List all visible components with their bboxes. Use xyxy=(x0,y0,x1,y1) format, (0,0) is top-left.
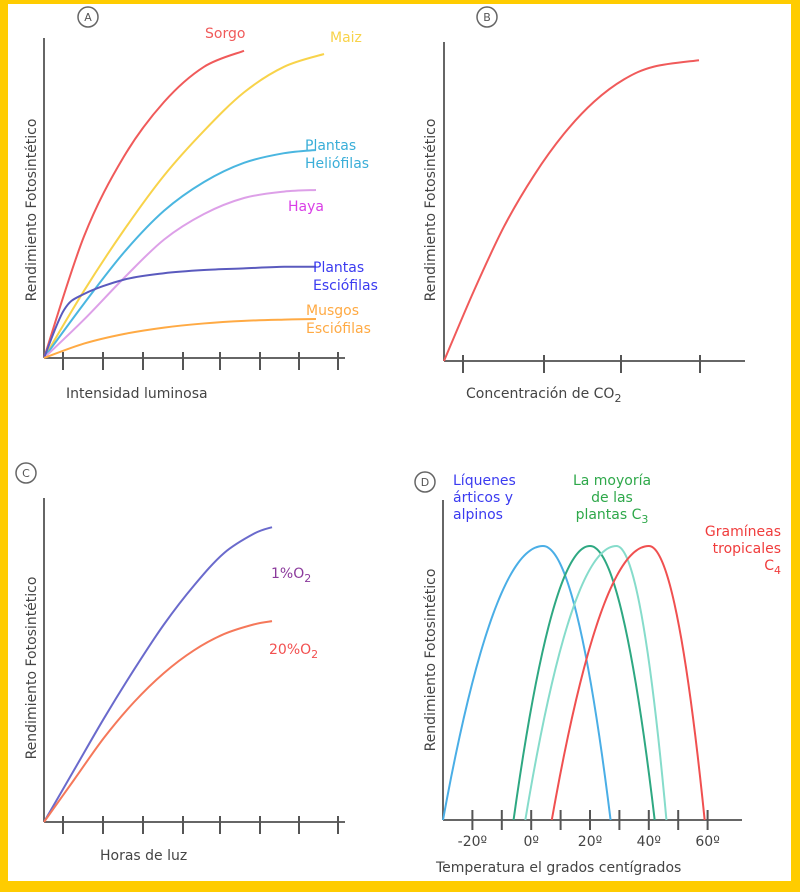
panel-a-series-line xyxy=(43,265,317,359)
panel-d-ylabel: Rendimiento Fotosintético xyxy=(423,569,439,752)
panel-a-series-label-line: Heliófilas xyxy=(305,156,369,172)
panel-d-series-line xyxy=(524,544,668,821)
panel-c-series-label: 20%O2 xyxy=(269,642,318,661)
panel-d-series-label-line: C xyxy=(764,558,774,574)
panel-c-series-line xyxy=(43,526,273,823)
panel-d-x-tick-label: -20º xyxy=(458,834,487,850)
panel-d-xlabel: Temperatura el grados centígrados xyxy=(435,860,681,876)
panel-b-xlabel-sub: 2 xyxy=(614,392,621,405)
panel-d-x-tick-label: 20º xyxy=(578,834,602,850)
panel-a-series-label-line: Plantas xyxy=(305,138,356,154)
panel-d-series-label-line: plantas C xyxy=(576,507,642,523)
panel-a-series-label: Sorgo xyxy=(205,26,245,42)
panel-d-series-label: Líquenes árticos y alpinos xyxy=(453,473,516,523)
panel-a-series-label-line: Sorgo xyxy=(205,26,245,42)
panel-c-letter: C xyxy=(22,467,30,480)
panel-a-letter: A xyxy=(84,11,92,24)
panel-d-series-label-line: La moyoría xyxy=(573,473,651,489)
figure-panel: A Rendimiento Fotosintético Intensidad l… xyxy=(8,4,791,881)
panel-c-series-line xyxy=(43,620,273,823)
panel-a-series-label: Musgos Esciófilas xyxy=(306,303,371,337)
panel-d-series-label-line: de las xyxy=(591,490,633,506)
panel-d-series-label-sub: 4 xyxy=(774,564,781,577)
panel-a-series-line xyxy=(43,149,317,359)
panel-b-xlabel: Concentración de CO2 xyxy=(466,386,621,405)
panel-d-series-label-line: Líquenes xyxy=(453,473,516,489)
panel-d-x-tick-label: 60º xyxy=(695,834,719,850)
panel-a-series-label-line: Plantas xyxy=(313,260,364,276)
panel-b-series-line xyxy=(443,59,700,362)
panel-c: C Rendimiento Fotosintético Horas de luz… xyxy=(15,462,345,864)
panel-a-series-label-line: Maiz xyxy=(330,30,362,46)
panel-d-series-label-line: árticos y xyxy=(453,490,513,506)
panel-a-series-line xyxy=(43,189,317,359)
panel-a-series-label: Plantas Esciófilas xyxy=(313,260,378,294)
panel-c-series-label-main: 1%O xyxy=(271,566,304,582)
panel-d-series-label: La moyoría de las plantas C3 xyxy=(573,473,651,526)
panel-a-series-label-line: Esciófilas xyxy=(306,321,371,337)
panel-a-ylabel: Rendimiento Fotosintético xyxy=(24,119,40,302)
panel-a-series-label: Plantas Heliófilas xyxy=(305,138,369,172)
panel-c-series-label-sub: 2 xyxy=(304,572,311,585)
panel-a-badge xyxy=(77,6,99,28)
panel-d-x-tick-label: 0º xyxy=(523,834,539,850)
panel-d-series-line xyxy=(550,544,706,821)
panel-a: A Rendimiento Fotosintético Intensidad l… xyxy=(24,6,378,402)
panel-a-series-label-line: Esciófilas xyxy=(313,278,378,294)
panel-d: D Rendimiento Fotosintético Temperatura … xyxy=(414,471,781,876)
panel-a-series-label-line: Musgos xyxy=(306,303,359,319)
panel-c-badge xyxy=(15,462,37,484)
panel-d-series-label-sub: 3 xyxy=(641,513,648,526)
panel-c-xlabel: Horas de luz xyxy=(100,848,187,864)
panel-c-series-label: 1%O2 xyxy=(271,566,311,585)
panel-d-series-label-line: alpinos xyxy=(453,507,503,523)
photosynthesis-figure: A Rendimiento Fotosintético Intensidad l… xyxy=(15,6,781,876)
panel-d-badge xyxy=(414,471,436,493)
panel-d-series-line xyxy=(512,544,656,821)
panel-a-series-label: Maiz xyxy=(330,30,362,46)
panel-a-xlabel: Intensidad luminosa xyxy=(66,386,208,402)
panel-b: B Rendimiento Fotosintético Concentració… xyxy=(423,6,745,405)
panel-a-series-line xyxy=(43,53,325,359)
panel-d-series-label: Gramíneas tropicales C4 xyxy=(705,524,781,577)
panel-b-xlabel-main: Concentración de CO xyxy=(466,386,614,402)
panel-b-letter: B xyxy=(483,11,491,24)
panel-d-series-label-line: tropicales xyxy=(713,541,781,557)
panel-a-series-line xyxy=(43,317,317,359)
panel-c-ylabel: Rendimiento Fotosintético xyxy=(24,577,40,760)
panel-d-x-tick-label: 40º xyxy=(637,834,661,850)
panel-a-series-line xyxy=(43,49,245,359)
panel-d-letter: D xyxy=(421,476,429,489)
panel-a-series-label: Haya xyxy=(288,199,324,215)
panel-c-series-label-sub: 2 xyxy=(311,648,318,661)
panel-a-series-label-line: Haya xyxy=(288,199,324,215)
panel-b-ylabel: Rendimiento Fotosintético xyxy=(423,119,439,302)
panel-d-series-label-line: Gramíneas xyxy=(705,524,781,540)
panel-b-badge xyxy=(476,6,498,28)
panel-d-series-line xyxy=(442,544,612,821)
panel-c-series-label-main: 20%O xyxy=(269,642,311,658)
